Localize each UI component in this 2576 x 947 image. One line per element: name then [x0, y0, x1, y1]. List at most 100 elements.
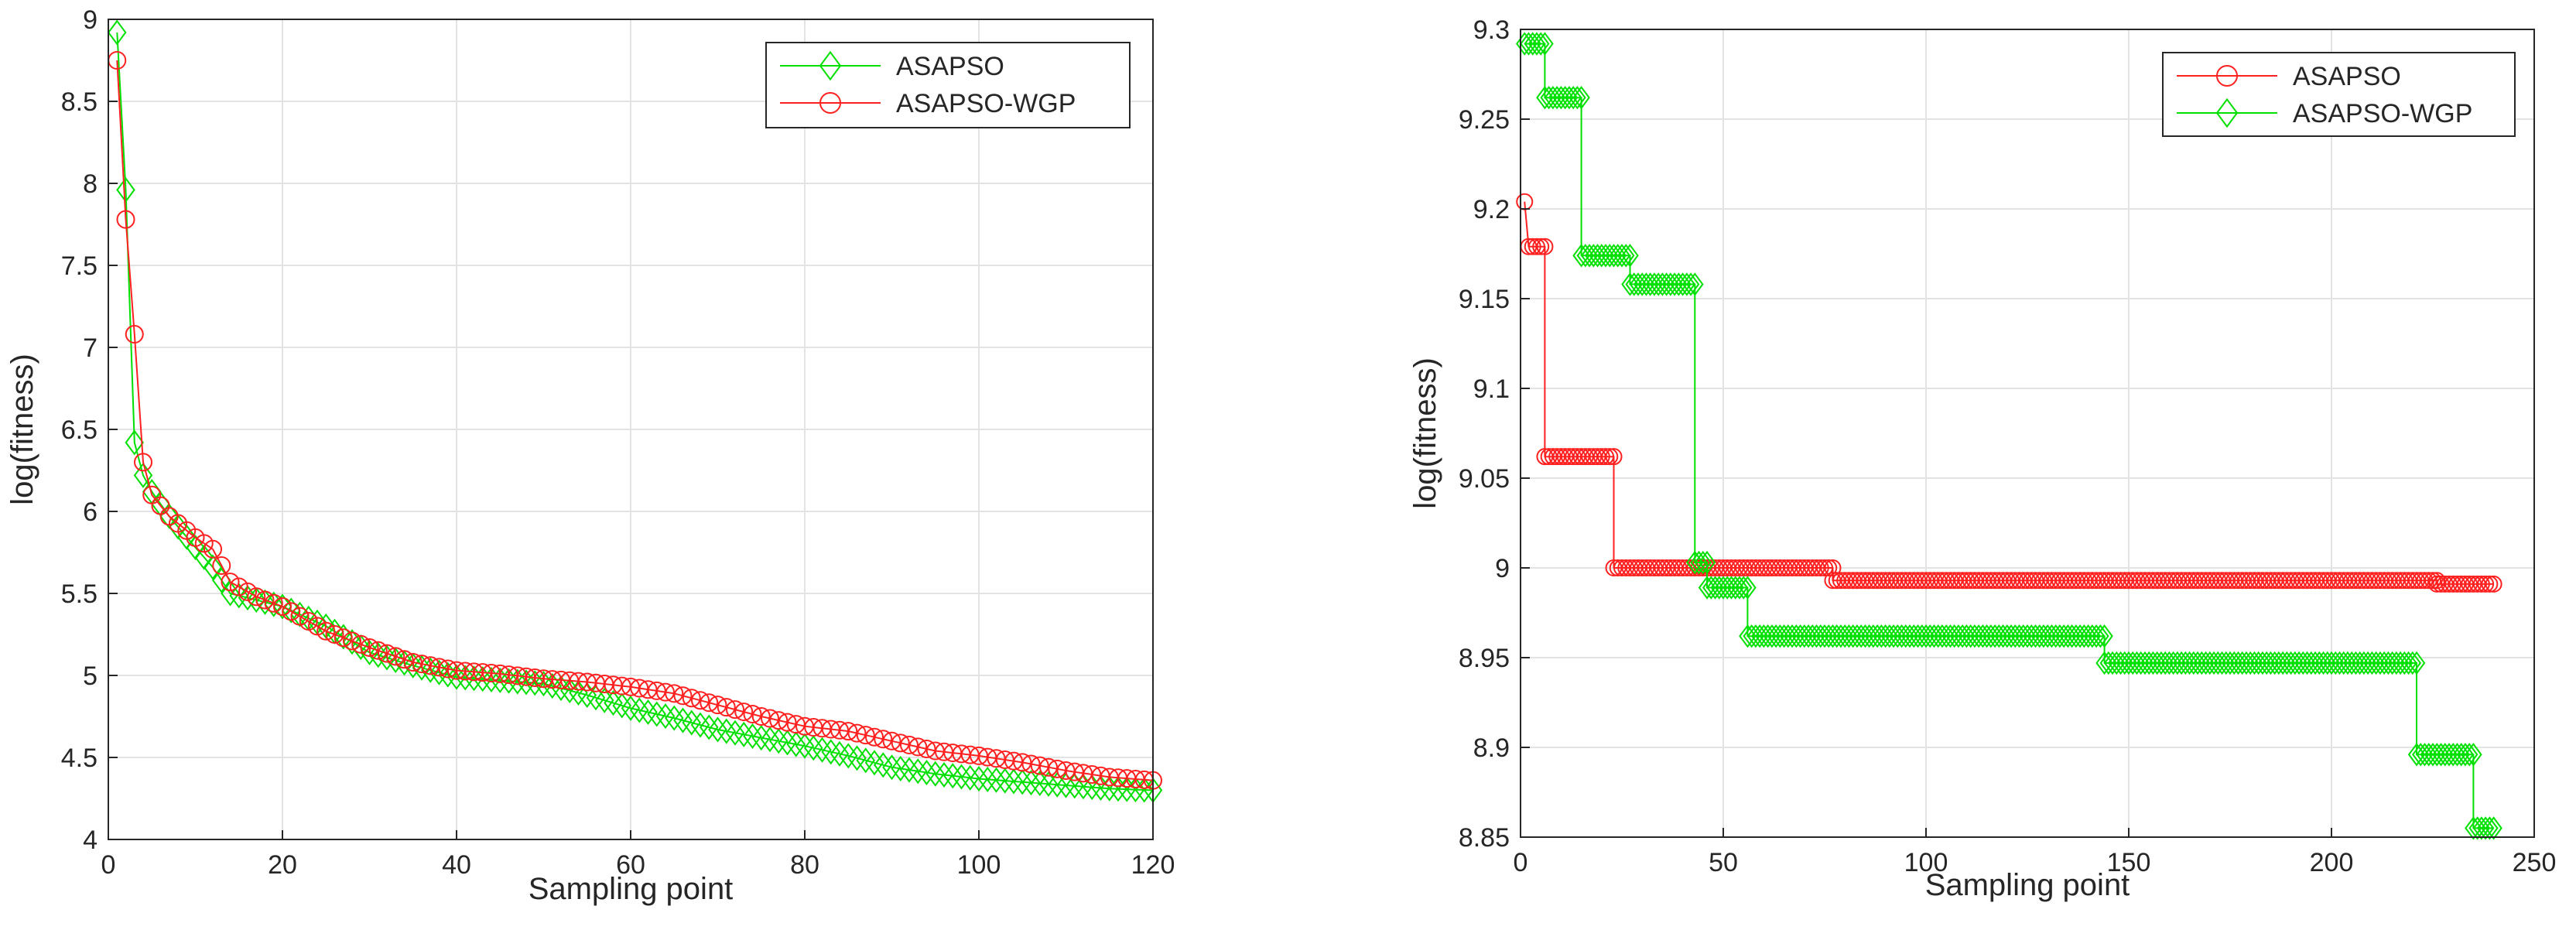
right-series-2-point [2270, 651, 2288, 675]
right-series-2-point [2355, 651, 2373, 675]
left-series-1-point [1065, 773, 1084, 799]
right-series-2-point [1609, 244, 1627, 268]
left-series-2-point [778, 713, 797, 732]
right-series-2-point [1832, 624, 1850, 648]
right-series-2-point [1913, 624, 1931, 648]
right-series-2-point [1556, 85, 1574, 110]
right-series-2-point [1734, 576, 1753, 600]
right-series-2-point [1706, 576, 1724, 600]
right-series-2-point [1686, 272, 1704, 296]
left-series-2-point [212, 556, 231, 575]
left-series-2-point [751, 707, 771, 726]
left-series-1-point [1056, 772, 1076, 798]
right-series-2-point [2022, 624, 2041, 648]
left-series-2-point [769, 711, 789, 730]
left-x-tick-label: 40 [442, 850, 471, 880]
right-series-2-point [2188, 651, 2207, 675]
left-series-1-point [708, 716, 727, 743]
left-series-1-point [995, 768, 1014, 794]
right-series-2-point [1819, 624, 1838, 648]
left-series-2-point [908, 737, 928, 757]
left-x-axis-label: Sampling point [529, 872, 734, 906]
left-series-1-point [229, 583, 248, 609]
right-series-2-point [2253, 651, 2272, 675]
right-series-2-point [1540, 85, 1558, 110]
right-series-2-point [2322, 651, 2341, 675]
right-series-2-point [1613, 244, 1631, 268]
right-series-2-point [1998, 624, 2017, 648]
left-series-1-point [952, 764, 971, 790]
right-axes-box [1520, 29, 2535, 838]
left-series-1-point [133, 462, 153, 488]
right-series-2-point [1876, 624, 1894, 648]
right-series-2-point [2249, 651, 2267, 675]
left-series-2-point [682, 689, 701, 708]
left-series-2-point [421, 656, 440, 675]
right-series-2-point [2359, 651, 2377, 675]
right-x-tick-label: 0 [1514, 848, 1528, 877]
right-series-2-point [2420, 743, 2438, 767]
right-series-2-point [2006, 624, 2024, 648]
left-series-2-point [238, 582, 257, 601]
left-series-1-point [1013, 769, 1032, 795]
left-y-tick-label: 9 [83, 5, 97, 35]
right-series-2-point [2363, 651, 2381, 675]
right-series-2-point [2326, 651, 2345, 675]
right-series-2-point [1548, 85, 1566, 110]
right-series-2-point [2221, 651, 2239, 675]
right-series-2-point [2010, 624, 2028, 648]
right-series-2-point [2460, 743, 2479, 767]
right-series-1-point [2477, 575, 2495, 593]
left-y-tick-label: 7 [83, 333, 97, 363]
right-series-2-point [2144, 651, 2162, 675]
right-series-2-point [2403, 651, 2422, 675]
left-y-axis-label: log(fitness) [5, 354, 39, 505]
right-series-2-point [2168, 651, 2187, 675]
right-series-2-point [2229, 651, 2247, 675]
left-series-1-point [778, 730, 797, 756]
right-series-2-point [2318, 651, 2337, 675]
right-series-2-point [1880, 624, 1899, 648]
right-series-2-point [1969, 624, 1988, 648]
right-series-2-point [2424, 743, 2442, 767]
right-series-2-point [2436, 743, 2454, 767]
right-series-1-point [2428, 572, 2446, 590]
right-series-2-point [2465, 816, 2482, 840]
left-series-1-point [473, 666, 492, 692]
right-series-2-point [2338, 651, 2357, 675]
right-series-2-point [1921, 624, 1939, 648]
right-series-2-point [1953, 624, 1972, 648]
left-y-tick-label: 6.5 [61, 415, 97, 445]
right-series-2-point [1884, 624, 1903, 648]
right-series-2-point [1694, 550, 1712, 575]
right-series-2-point [1909, 624, 1927, 648]
left-series-1-point [238, 585, 258, 611]
right-series-2-point [1536, 32, 1554, 56]
right-series-2-point [2335, 651, 2352, 675]
right-series-2-point [1925, 624, 1943, 648]
right-series-2-point [2079, 624, 2097, 648]
right-series-2-point [2099, 651, 2118, 675]
right-series-2-point [1698, 550, 1716, 575]
left-series-2-point [273, 597, 292, 616]
left-series-1-point [786, 731, 806, 757]
right-series-1-point [1592, 448, 1610, 466]
left-series-2-point [351, 634, 371, 654]
right-series-2-point [1771, 624, 1789, 648]
right-series-2-point [2452, 743, 2470, 767]
right-chart: 0 50 100 150 200 250 8.85 8.9 8.95 9 9.05 9.1 9.15 9.… [1408, 15, 2556, 902]
left-series-1-point [725, 720, 745, 746]
right-x-tick-label: 100 [1904, 848, 1948, 877]
right-series-2-point [2444, 743, 2462, 767]
left-series-1-point [194, 544, 214, 570]
right-series-2-point [1779, 624, 1798, 648]
left-series-1-point [760, 726, 780, 753]
right-series-2-point [2213, 651, 2231, 675]
right-series-2-point [2140, 651, 2158, 675]
right-series [1515, 32, 2502, 840]
right-series-2-point [2014, 624, 2033, 648]
left-series-1-point [464, 665, 484, 692]
left-series-2-point [334, 628, 353, 648]
left-series-1-point [795, 733, 815, 759]
right-y-tick-label: 9.2 [1473, 195, 1510, 224]
